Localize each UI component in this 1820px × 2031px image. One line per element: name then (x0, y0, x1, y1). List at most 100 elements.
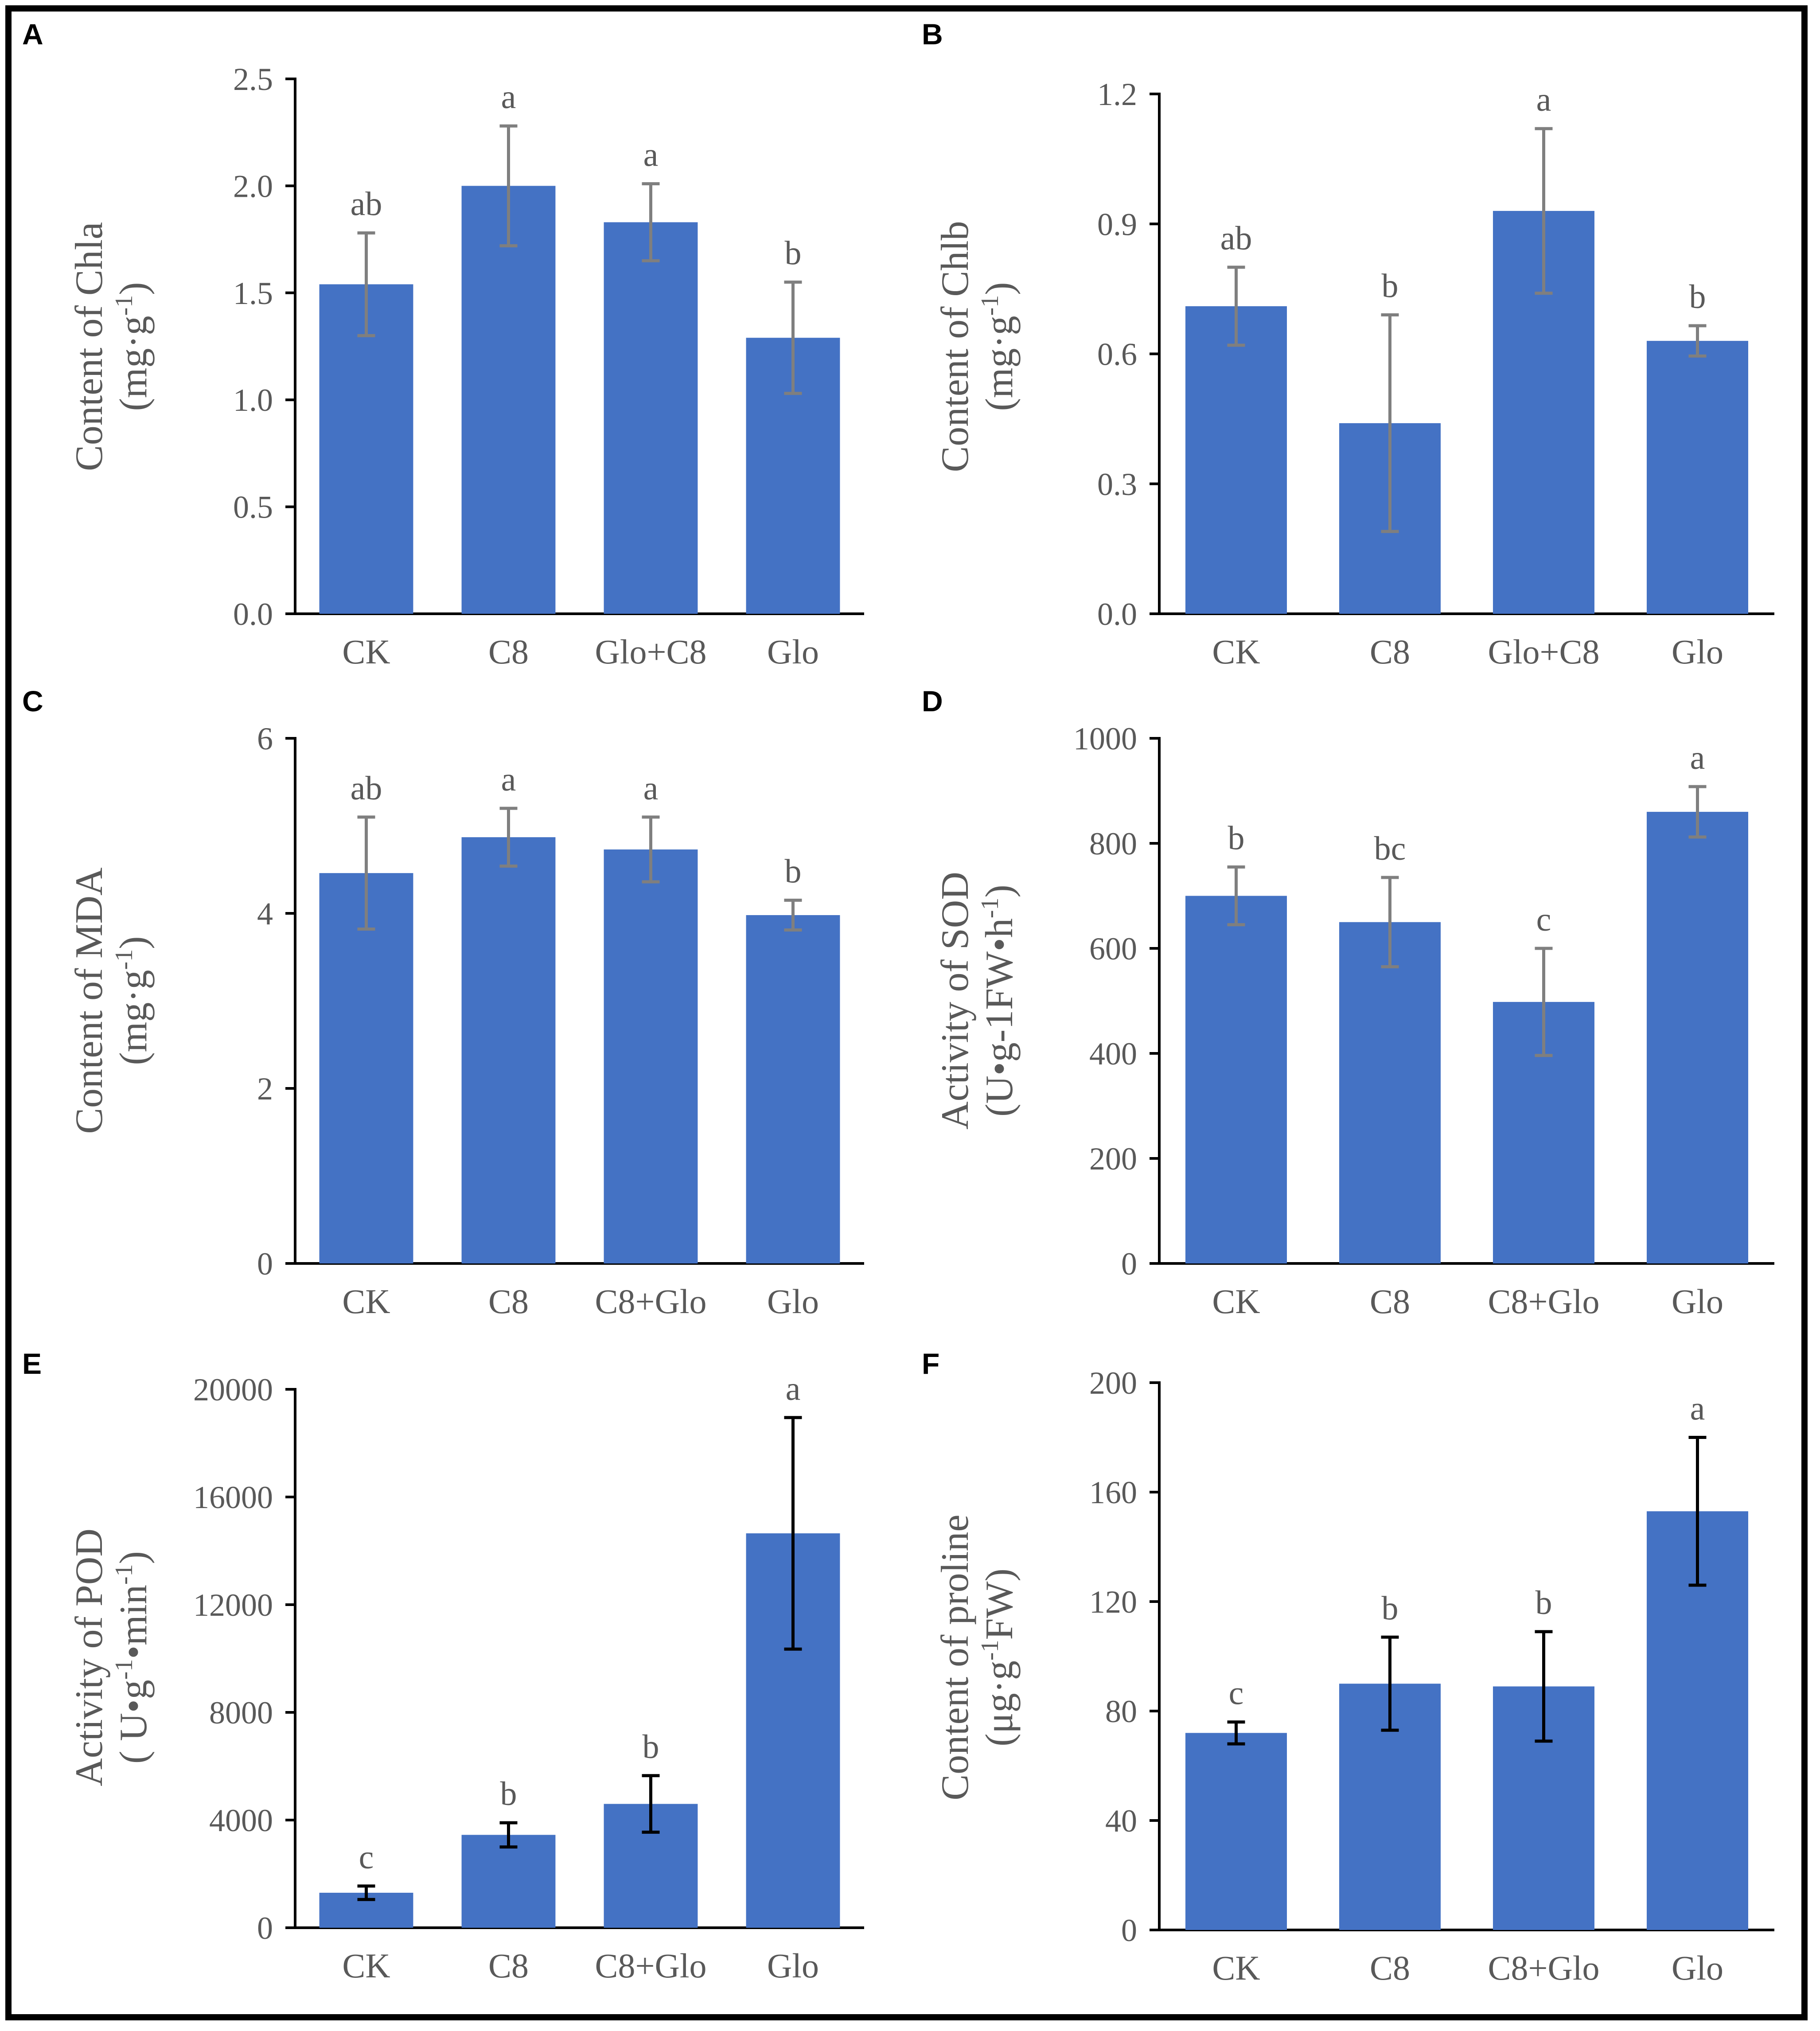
y-tick-label: 0.0 (1097, 596, 1137, 632)
significance-letter: a (501, 78, 516, 116)
y-tick-label: 0 (257, 1246, 273, 1282)
panel-label: D (922, 685, 943, 717)
y-tick-label: 0 (1121, 1246, 1137, 1282)
y-tick-label: 12000 (193, 1587, 273, 1623)
significance-letter: a (786, 1370, 801, 1407)
significance-letter: a (643, 770, 659, 807)
x-tick-label: CK (342, 1282, 390, 1321)
significance-letter: a (1690, 739, 1705, 776)
significance-letter: c (1536, 901, 1551, 938)
x-tick-label: Glo (1672, 632, 1723, 671)
y-tick-label: 8000 (209, 1695, 273, 1731)
x-tick-label: C8 (488, 1282, 529, 1321)
panel-f: F 0 40 80 120 160 200 c CK b C8 b C8+Glo a Glo Content … (910, 1329, 1810, 2021)
chart-d: D 0 200 400 600 800 1000 b CK bc C8 c C8+Glo a Glo Acti… (922, 685, 1774, 1321)
x-tick-label: Glo (767, 1282, 819, 1321)
x-tick-label: Glo+C8 (595, 632, 706, 671)
x-tick-label: C8 (488, 1946, 529, 1985)
bar (319, 284, 413, 614)
y-axis-label-line1: Content of Chla (68, 222, 111, 471)
y-tick-label: 0.6 (1097, 337, 1137, 372)
significance-letter: a (643, 136, 659, 174)
bar (319, 873, 413, 1263)
y-tick-label: 0.5 (233, 490, 273, 525)
y-axis-label-line1: Activity of POD (68, 1528, 111, 1786)
y-axis-label-line2: (μg·g-1FW) (976, 1568, 1021, 1746)
chart-c: C 0 2 4 6 ab CK a C8 a C8+Glo b Glo Content of MDA (mg… (22, 685, 864, 1321)
y-axis-label-line1: Content of MDA (68, 867, 111, 1134)
y-tick-label: 0.0 (233, 596, 273, 632)
y-axis-label: Content of proline (μg·g-1FW) (934, 1514, 1021, 1800)
panel-e: E 0 4000 8000 12000 16000 20000 c CK b C8 b C8+Glo a G… (0, 1329, 904, 2021)
bar (1185, 1733, 1287, 1930)
y-tick-label: 1.2 (1097, 77, 1137, 112)
significance-letter: c (1229, 1675, 1244, 1712)
y-tick-label: 800 (1089, 826, 1137, 862)
significance-letter: b (643, 1728, 659, 1766)
y-tick-label: 120 (1089, 1584, 1137, 1620)
x-tick-label: Glo (767, 1946, 819, 1985)
y-tick-label: 200 (1089, 1141, 1137, 1177)
x-tick-label: Glo (1672, 1282, 1723, 1321)
significance-letter: b (1689, 278, 1706, 316)
panel-a: A 0.0 0.5 1.0 1.5 2.0 2.5 ab CK a C8 a Glo+C8 b Glo Con… (0, 0, 904, 671)
bar (461, 186, 556, 614)
bar (1185, 896, 1287, 1263)
x-tick-label: C8 (1370, 1949, 1410, 1987)
y-tick-label: 40 (1105, 1803, 1137, 1839)
y-tick-label: 1000 (1073, 721, 1137, 756)
panel-label: B (922, 18, 943, 51)
y-tick-label: 400 (1089, 1036, 1137, 1072)
significance-letter: a (1536, 81, 1551, 118)
y-tick-label: 2.0 (233, 168, 273, 204)
y-tick-label: 6 (257, 721, 273, 756)
y-tick-label: 0 (1121, 1913, 1137, 1948)
x-tick-label: C8+Glo (595, 1946, 706, 1985)
y-axis-label: Activity of POD( U•g-1•min-1) (68, 1528, 155, 1786)
panel-label: C (22, 685, 43, 717)
y-axis-label-line1: Content of Chlb (934, 221, 977, 472)
chart-b: B 0.0 0.3 0.6 0.9 1.2 ab CK b C8 a Glo+C8 b Glo Conten… (922, 18, 1774, 671)
significance-letter: b (500, 1775, 517, 1813)
panel-label: F (922, 1347, 939, 1380)
x-tick-label: C8 (1370, 1282, 1410, 1321)
y-axis-label-line2: ( U•g-1•min-1) (110, 1551, 155, 1764)
x-tick-label: C8+Glo (1488, 1949, 1599, 1987)
significance-letter: b (1536, 1584, 1552, 1622)
y-tick-label: 4 (257, 896, 273, 932)
y-axis-label: Content of MDA (mg·g-1) (68, 867, 155, 1134)
x-tick-label: CK (1212, 1282, 1260, 1321)
significance-letter: b (1228, 819, 1245, 857)
y-axis-label-line2: (U•g-1FW•h-1) (976, 885, 1021, 1117)
y-axis-label-line1: Activity of SOD (934, 872, 977, 1130)
y-tick-label: 16000 (193, 1480, 273, 1515)
significance-letter: b (1382, 268, 1399, 305)
y-tick-label: 4000 (209, 1803, 273, 1838)
bar (461, 837, 556, 1263)
bar (604, 222, 698, 614)
x-tick-label: C8 (1370, 632, 1410, 671)
y-axis-label-line2: (mg·g-1) (976, 282, 1021, 411)
y-tick-label: 80 (1105, 1694, 1137, 1729)
panel-c: C 0 2 4 6 ab CK a C8 a C8+Glo b Glo Content of MDA (mg… (0, 666, 904, 1329)
x-tick-label: CK (1212, 1949, 1260, 1987)
y-tick-label: 600 (1089, 931, 1137, 967)
significance-letter: b (1382, 1590, 1399, 1627)
bar (461, 1835, 556, 1928)
significance-letter: c (359, 1839, 374, 1876)
chart-a: A 0.0 0.5 1.0 1.5 2.0 2.5 ab CK a C8 a Glo+C8 b Glo Con… (22, 18, 864, 671)
y-tick-label: 2 (257, 1071, 273, 1107)
panel-label: A (22, 18, 43, 51)
y-axis-label: Content of Chlb (mg·g-1) (934, 221, 1021, 472)
bar (1646, 811, 1749, 1263)
y-axis-label: Activity of SOD (U•g-1FW•h-1) (934, 872, 1021, 1130)
chart-f: F 0 40 80 120 160 200 c CK b C8 b C8+Glo a Glo Content … (922, 1347, 1774, 1987)
chart-e: E 0 4000 8000 12000 16000 20000 c CK b C8 b C8+Glo a G… (22, 1347, 864, 1985)
significance-letter: a (1690, 1390, 1705, 1427)
significance-letter: ab (1220, 220, 1252, 257)
significance-letter: ab (351, 186, 382, 223)
significance-letter: b (785, 853, 802, 890)
y-axis-label-line2: (mg·g-1) (110, 936, 155, 1065)
x-tick-label: C8+Glo (1488, 1282, 1599, 1321)
y-tick-label: 2.5 (233, 62, 273, 97)
